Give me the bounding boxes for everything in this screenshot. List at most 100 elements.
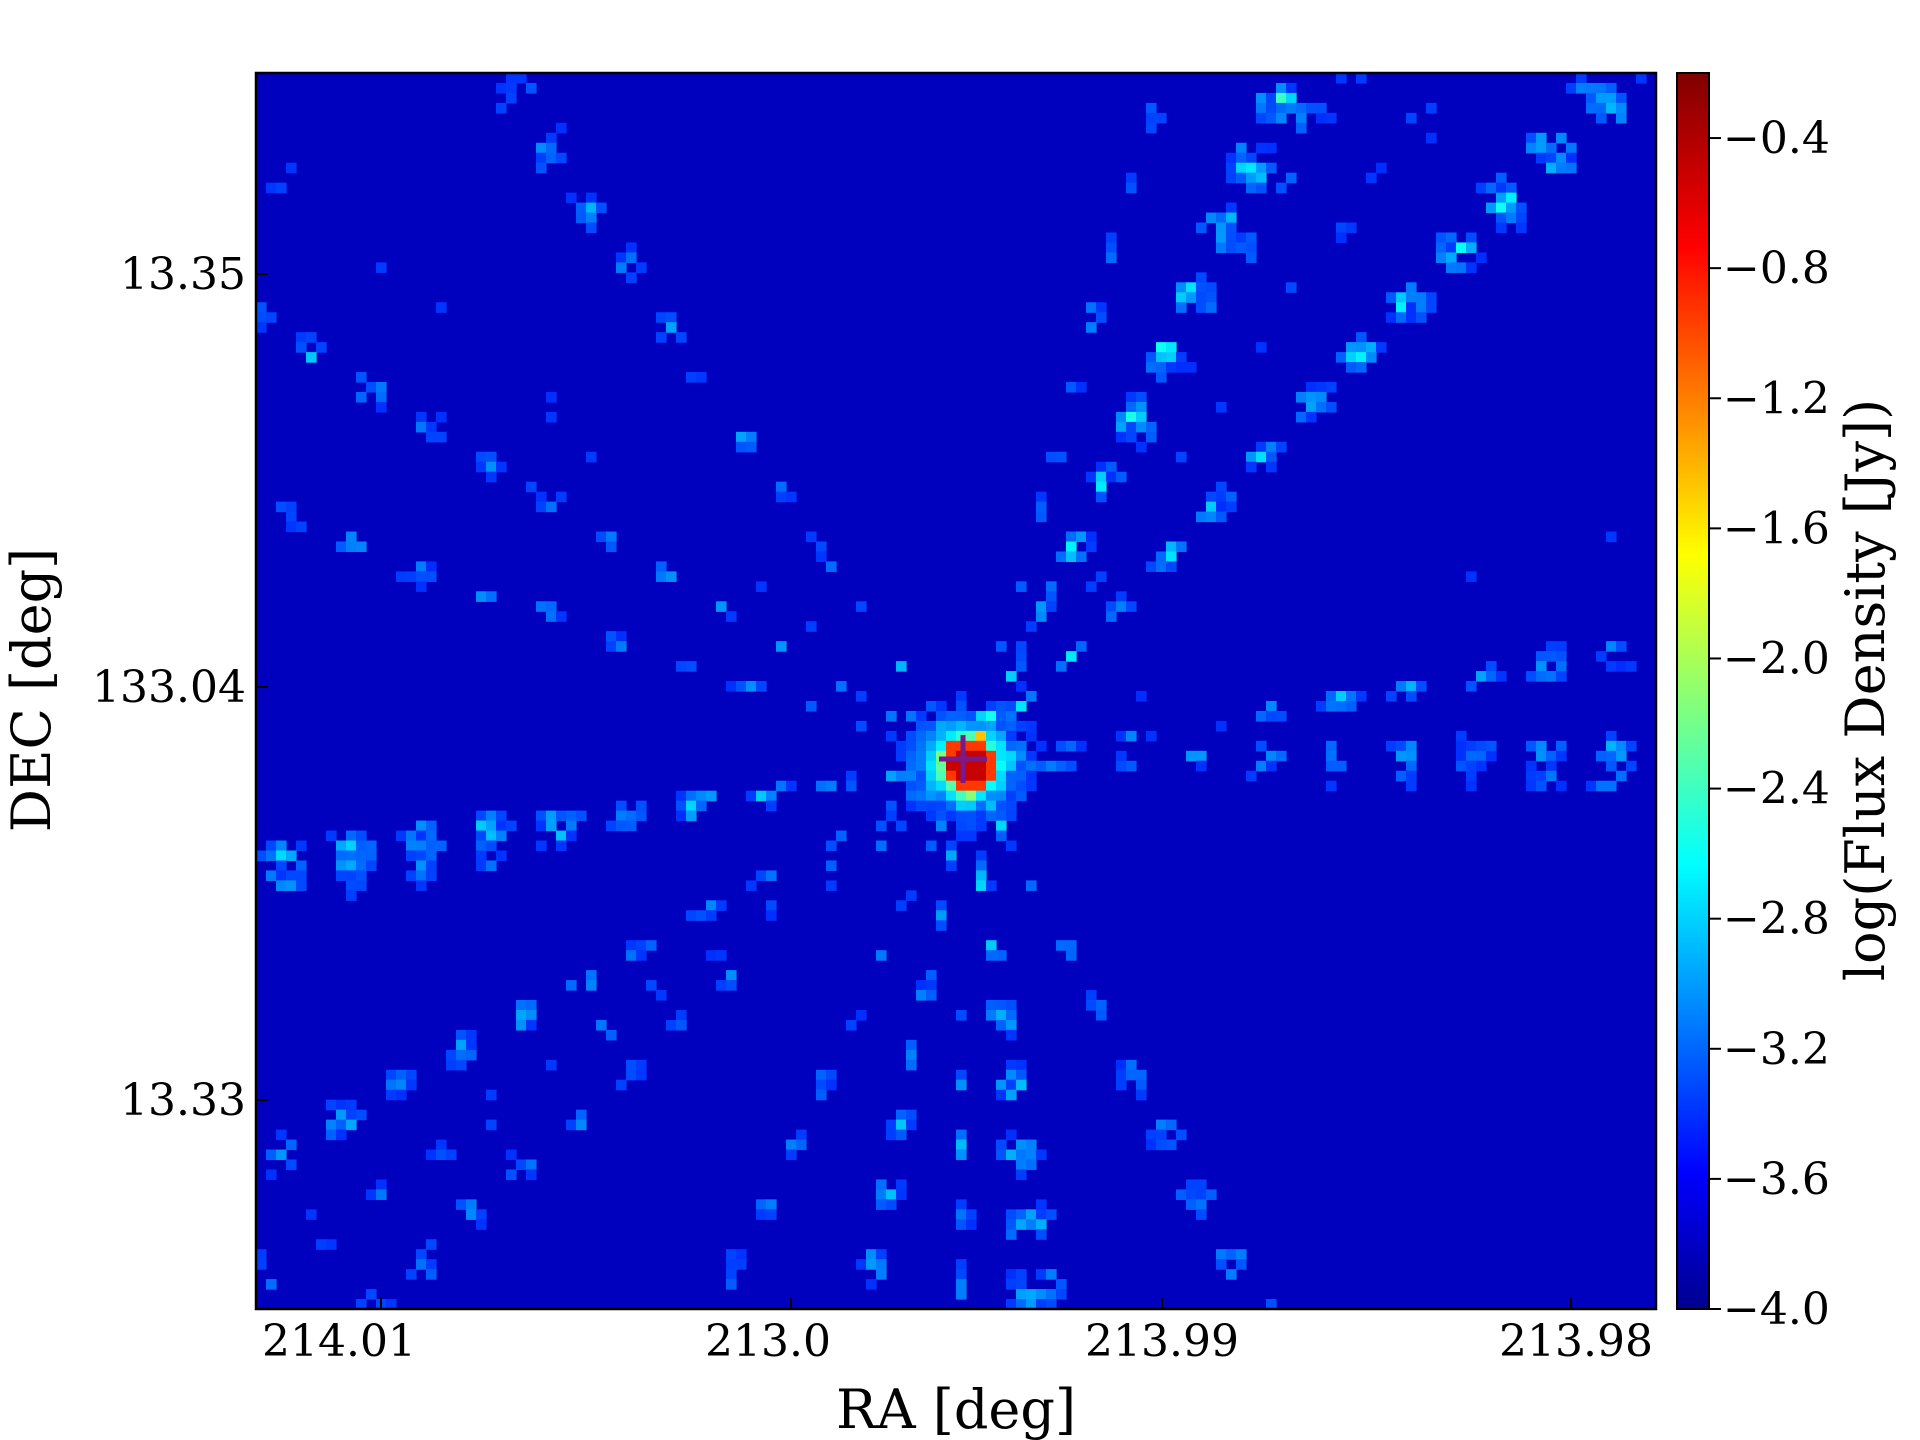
heatmap-cell	[286, 1159, 297, 1171]
heatmap-cell	[1276, 750, 1287, 762]
heatmap-cell	[486, 461, 497, 473]
heatmap-cell	[406, 1069, 417, 1081]
heatmap-cell	[996, 750, 1007, 762]
heatmap-cell	[986, 880, 997, 891]
heatmap-cell	[1146, 112, 1157, 124]
heatmap-cell	[1006, 800, 1017, 812]
heatmap-cell	[376, 382, 387, 393]
heatmap-cell	[1226, 212, 1237, 224]
heatmap-cell	[1066, 531, 1077, 543]
heatmap-cell	[1266, 1299, 1277, 1310]
heatmap-cell	[476, 461, 487, 473]
heatmap-cell	[1256, 760, 1267, 772]
heatmap-cell	[666, 1019, 677, 1031]
heatmap-cell	[716, 980, 727, 991]
heatmap-cell	[1496, 182, 1507, 194]
heatmap-cell	[1026, 880, 1037, 891]
heatmap-cell	[1356, 73, 1367, 84]
heatmap-cell	[356, 850, 367, 862]
heatmap-cell	[1526, 671, 1537, 682]
heatmap-cell	[406, 571, 417, 582]
heatmap-cell	[946, 790, 957, 802]
heatmap-cell	[1446, 252, 1457, 263]
heatmap-cell	[1606, 760, 1617, 772]
heatmap-cell	[476, 850, 487, 862]
heatmap-cell	[1176, 451, 1187, 463]
heatmap-cell	[1216, 222, 1227, 234]
heatmap-cell	[1516, 202, 1527, 214]
heatmap-cell	[956, 1219, 967, 1230]
heatmap-cell	[1046, 760, 1057, 772]
heatmap-cell	[636, 1059, 647, 1071]
heatmap-cell	[496, 82, 507, 94]
heatmap-cell	[1036, 1199, 1047, 1210]
heatmap-cell	[1156, 1129, 1167, 1141]
heatmap-cell	[936, 820, 947, 832]
heatmap-cell	[826, 1069, 837, 1081]
heatmap-cell	[1216, 212, 1227, 224]
heatmap-cell	[326, 1239, 337, 1250]
heatmap-cell	[1506, 182, 1517, 194]
heatmap-cell	[1156, 352, 1167, 363]
heatmap-cell	[556, 491, 567, 503]
heatmap-cell	[1306, 411, 1317, 423]
heatmap-cell	[466, 1039, 477, 1051]
heatmap-cell	[966, 740, 977, 752]
heatmap-cell	[476, 830, 487, 842]
heatmap-cell	[1596, 92, 1607, 104]
heatmap-cell	[256, 322, 267, 333]
heatmap-cell	[936, 800, 947, 812]
heatmap-cell	[526, 1000, 537, 1011]
heatmap-cell	[1126, 401, 1137, 413]
heatmap-cell	[1016, 720, 1027, 732]
heatmap-cell	[1226, 172, 1237, 184]
heatmap-cell	[786, 780, 797, 792]
heatmap-cell	[1246, 451, 1257, 463]
heatmap-cell	[286, 501, 297, 513]
heatmap-cell	[1166, 352, 1177, 363]
heatmap-cell	[1296, 102, 1307, 114]
heatmap-cell	[596, 531, 607, 543]
heatmap-cell	[326, 830, 337, 842]
heatmap-cell	[556, 611, 567, 622]
heatmap-cell	[1496, 671, 1507, 682]
heatmap-cell	[796, 1129, 807, 1141]
heatmap-cell	[1166, 541, 1177, 553]
heatmap-cell	[1276, 102, 1287, 114]
heatmap-cell	[1016, 681, 1027, 692]
heatmap-cell	[986, 1000, 997, 1011]
heatmap-cell	[956, 810, 967, 822]
heatmap-cell	[1406, 760, 1417, 772]
heatmap-cell	[976, 800, 987, 812]
heatmap-cell	[1436, 232, 1447, 244]
heatmap-cell	[906, 1119, 917, 1131]
heatmap-cell	[1346, 700, 1357, 712]
heatmap-cell	[896, 1119, 907, 1131]
heatmap-cell	[266, 870, 277, 881]
heatmap-cell	[1256, 112, 1267, 124]
heatmap-cell	[566, 820, 577, 832]
heatmap-cell	[976, 860, 987, 872]
heatmap-cell	[1226, 222, 1237, 234]
heatmap-cell	[1406, 780, 1417, 792]
heatmap-cell	[1466, 740, 1477, 752]
heatmap-cell	[956, 1259, 967, 1270]
heatmap-cell	[946, 850, 957, 862]
heatmap-cell	[1146, 421, 1157, 433]
heatmap-cell	[596, 1019, 607, 1031]
colorbar-tick-label: −2.8	[1723, 894, 1830, 945]
heatmap-cell	[1006, 1229, 1017, 1240]
heatmap-cell	[1556, 162, 1567, 174]
heatmap-cell	[576, 202, 587, 214]
heatmap-cell	[606, 631, 617, 642]
heatmap-cell	[426, 1239, 437, 1250]
heatmap-cell	[936, 810, 947, 822]
heatmap-cell	[1616, 92, 1627, 104]
heatmap-cell	[1116, 431, 1127, 443]
heatmap-cell	[306, 332, 317, 343]
heatmap-cell	[476, 820, 487, 832]
heatmap-cell	[956, 1199, 967, 1210]
heatmap-cell	[636, 940, 647, 951]
heatmap-cell	[1196, 282, 1207, 293]
heatmap-cell	[926, 750, 937, 762]
